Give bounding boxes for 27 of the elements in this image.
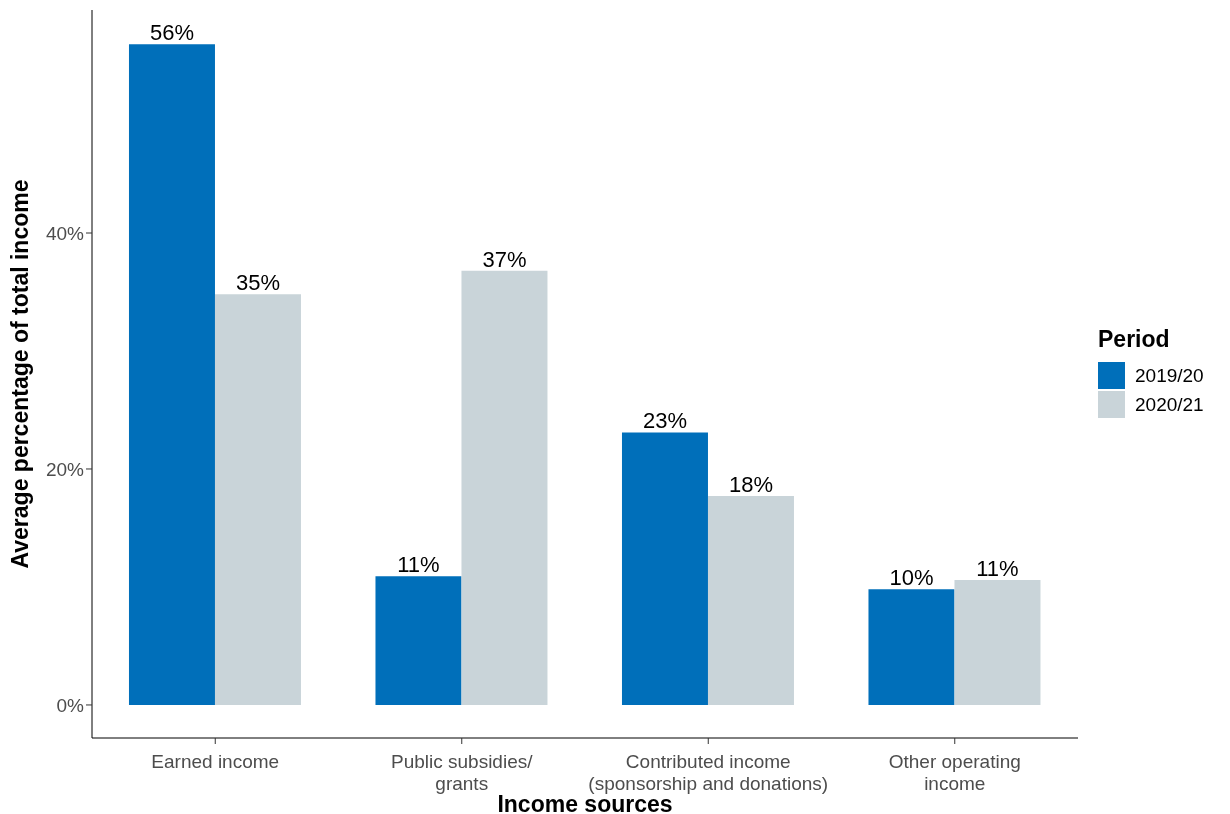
bar (707, 496, 794, 705)
data-label: 11% (397, 552, 440, 578)
data-label: 11% (976, 555, 1019, 581)
data-label: 23% (642, 408, 687, 434)
x-tick-label: Contributed income (sponsorship and donations) (588, 751, 829, 794)
bar (128, 44, 215, 705)
bar (461, 270, 548, 705)
x-tick-label: Earned income (151, 751, 280, 772)
x-tick-label: Other operating income (888, 751, 1021, 794)
x-tick-label: Public subsidies/ grants (390, 751, 534, 794)
bar (868, 589, 955, 705)
data-label: 10% (889, 565, 934, 591)
data-label: 37% (482, 246, 527, 272)
data-label: 35% (235, 270, 280, 296)
y-tick-label: 0% (56, 694, 85, 716)
y-tick-label: 40% (45, 222, 85, 244)
bar (214, 294, 301, 705)
legend-title: Period (1098, 326, 1171, 353)
y-axis-title: Average percentage of total income (7, 179, 34, 569)
legend-label: 2020/21 (1135, 393, 1204, 416)
bar (375, 576, 462, 705)
y-tick-label: 20% (45, 458, 85, 480)
data-label: 56% (149, 20, 194, 46)
legend-label: 2019/20 (1135, 364, 1204, 387)
data-label: 18% (728, 472, 773, 498)
bar (954, 579, 1041, 705)
bar (621, 432, 708, 705)
